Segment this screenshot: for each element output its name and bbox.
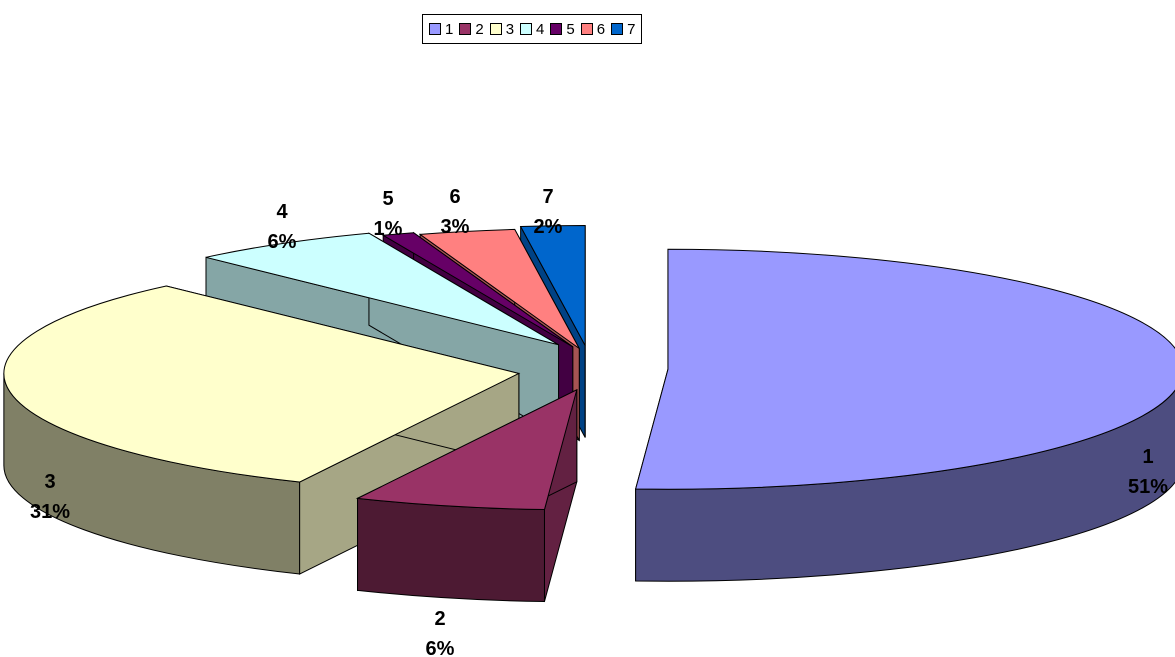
data-label-percent-7: 2% — [534, 216, 563, 238]
pie-slice-1 — [634, 248, 1175, 582]
legend-swatch-4 — [520, 23, 533, 35]
legend: 1 2 3 4 5 6 7 — [422, 14, 643, 44]
legend-swatch-5 — [550, 23, 563, 35]
legend-label-6: 6 — [596, 20, 606, 38]
data-label-percent-5: 1% — [374, 218, 403, 240]
data-label-percent-6: 3% — [441, 216, 470, 238]
legend-item-4: 4 — [520, 21, 544, 38]
data-label-category-1: 1 — [1142, 446, 1153, 468]
legend-label-7: 7 — [627, 20, 636, 38]
data-label-category-3: 3 — [44, 471, 55, 493]
data-label-percent-4: 6% — [268, 231, 297, 253]
data-label-category-7: 7 — [542, 186, 553, 208]
legend-swatch-6 — [580, 23, 593, 35]
data-label-category-4: 4 — [276, 201, 288, 223]
data-label-percent-1: 51% — [1128, 476, 1168, 498]
legend-swatch-1 — [429, 23, 441, 35]
data-label-percent-3: 31% — [30, 501, 70, 523]
data-label-category-2: 2 — [434, 608, 445, 630]
legend-item-7: 7 — [611, 21, 635, 38]
data-label-category-5: 5 — [382, 188, 393, 210]
legend-swatch-3 — [489, 23, 502, 35]
pie-slice-2 — [355, 388, 578, 603]
legend-item-5: 5 — [550, 20, 575, 38]
legend-swatch-2 — [459, 23, 472, 35]
legend-label-4: 4 — [536, 20, 545, 38]
data-label-category-6: 6 — [449, 186, 460, 208]
legend-item-1: 1 — [429, 21, 453, 38]
legend-swatch-7 — [611, 23, 624, 35]
data-label-percent-2: 6% — [426, 638, 455, 657]
legend-label-5: 5 — [566, 20, 575, 38]
legend-item-3: 3 — [489, 20, 515, 38]
legend-label-3: 3 — [505, 20, 515, 38]
legend-label-2: 2 — [475, 20, 484, 38]
legend-item-6: 6 — [580, 20, 606, 38]
legend-item-2: 2 — [459, 20, 484, 38]
legend-label-1: 1 — [445, 20, 454, 38]
